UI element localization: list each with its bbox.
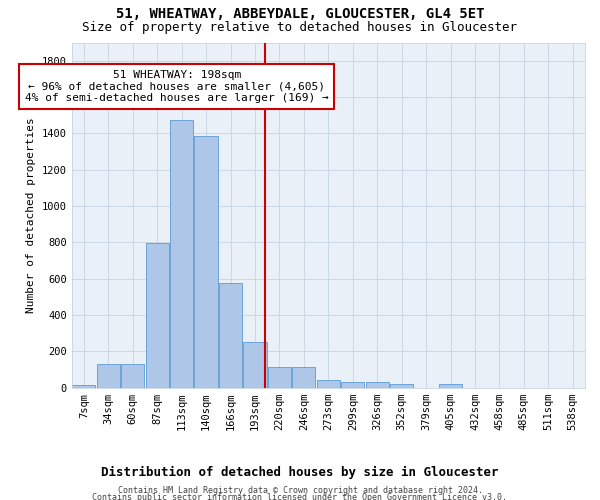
Bar	[97, 364, 120, 388]
Bar	[390, 384, 413, 388]
Text: 51, WHEATWAY, ABBEYDALE, GLOUCESTER, GL4 5ET: 51, WHEATWAY, ABBEYDALE, GLOUCESTER, GL4…	[116, 8, 484, 22]
Text: Size of property relative to detached houses in Gloucester: Size of property relative to detached ho…	[83, 21, 517, 34]
Bar	[341, 382, 364, 388]
Bar	[439, 384, 462, 388]
Y-axis label: Number of detached properties: Number of detached properties	[26, 117, 36, 313]
Text: Contains public sector information licensed under the Open Government Licence v3: Contains public sector information licen…	[92, 494, 508, 500]
Bar	[170, 120, 193, 388]
Bar	[194, 136, 218, 388]
Bar	[219, 283, 242, 388]
Text: Distribution of detached houses by size in Gloucester: Distribution of detached houses by size …	[101, 466, 499, 479]
Bar	[146, 243, 169, 388]
Bar	[365, 382, 389, 388]
Bar	[121, 364, 145, 388]
Bar	[268, 366, 291, 388]
Bar	[317, 380, 340, 388]
Bar	[292, 366, 316, 388]
Bar	[72, 385, 95, 388]
Text: 51 WHEATWAY: 198sqm
← 96% of detached houses are smaller (4,605)
4% of semi-deta: 51 WHEATWAY: 198sqm ← 96% of detached ho…	[25, 70, 329, 103]
Bar	[244, 342, 266, 388]
Text: Contains HM Land Registry data © Crown copyright and database right 2024.: Contains HM Land Registry data © Crown c…	[118, 486, 482, 495]
